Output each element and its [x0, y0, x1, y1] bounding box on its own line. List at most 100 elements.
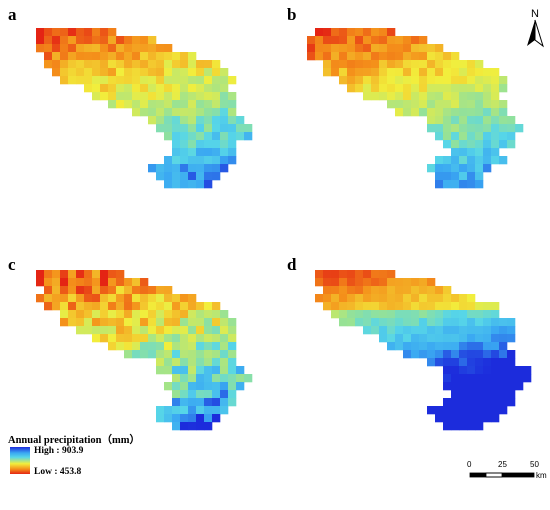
raster-cell [188, 366, 197, 375]
raster-cell [124, 52, 133, 61]
raster-cell [140, 100, 149, 109]
raster-cell [427, 406, 436, 415]
raster-cell [379, 52, 388, 61]
raster-cell [124, 350, 133, 359]
raster-cell [371, 84, 380, 93]
raster-cell [515, 382, 524, 391]
raster-cell [188, 84, 197, 93]
raster-cell [435, 302, 444, 311]
raster-cell [180, 68, 189, 77]
raster-cell [164, 156, 173, 165]
raster-cell [164, 124, 173, 133]
raster-cell [92, 334, 101, 343]
panel-label-c: c [8, 255, 16, 274]
raster-cell [204, 124, 213, 133]
raster-cell [451, 334, 460, 343]
raster-cell [355, 52, 364, 61]
raster-cell [124, 44, 133, 53]
raster-cell [172, 180, 181, 189]
raster-cell [451, 414, 460, 423]
raster-cell [108, 92, 117, 101]
raster-cell [411, 44, 420, 53]
raster-cell [491, 318, 500, 327]
raster-cell [68, 310, 77, 319]
raster-cell [499, 350, 508, 359]
raster-cell [443, 358, 452, 367]
raster-cell [395, 302, 404, 311]
raster-cell [164, 60, 173, 69]
raster-cell [220, 84, 229, 93]
raster-cell [220, 132, 229, 141]
raster-cell [188, 374, 197, 383]
raster-cell [228, 108, 237, 117]
raster-cell [459, 310, 468, 319]
raster-cell [379, 310, 388, 319]
raster-cell [467, 156, 476, 165]
raster-cell [148, 108, 157, 117]
raster-cell [44, 44, 53, 53]
raster-cell [92, 294, 101, 303]
raster-cell [116, 270, 125, 279]
raster-cell [212, 108, 221, 117]
raster-cell [76, 310, 85, 319]
raster-cell [172, 92, 181, 101]
raster-cell [427, 318, 436, 327]
raster-cell [236, 366, 245, 375]
precipitation-map-d [315, 270, 532, 431]
north-arrow: N [524, 6, 546, 48]
raster-cell [379, 334, 388, 343]
raster-cell [459, 60, 468, 69]
raster-cell [156, 76, 165, 85]
raster-cell [475, 326, 484, 335]
raster-cell [196, 422, 205, 431]
raster-cell [124, 342, 133, 351]
raster-cell [467, 358, 476, 367]
raster-cell [499, 100, 508, 109]
raster-cell [60, 318, 69, 327]
raster-cell [92, 326, 101, 335]
raster-cell [483, 132, 492, 141]
raster-cell [331, 52, 340, 61]
raster-cell [156, 326, 165, 335]
raster-cell [132, 60, 141, 69]
raster-cell [180, 156, 189, 165]
raster-cell [172, 422, 181, 431]
raster-cell [196, 92, 205, 101]
raster-cell [180, 406, 189, 415]
raster-cell [172, 124, 181, 133]
raster-cell [116, 76, 125, 85]
raster-cell [435, 294, 444, 303]
raster-cell [212, 342, 221, 351]
raster-cell [435, 92, 444, 101]
raster-cell [188, 60, 197, 69]
raster-cell [483, 358, 492, 367]
raster-cell [188, 140, 197, 149]
raster-cell [36, 44, 45, 53]
raster-cell [435, 52, 444, 61]
raster-cell [339, 76, 348, 85]
raster-cell [411, 84, 420, 93]
raster-cell [76, 278, 85, 287]
raster-cell [116, 294, 125, 303]
raster-cell [204, 68, 213, 77]
raster-cell [491, 358, 500, 367]
raster-cell [403, 36, 412, 45]
raster-cell [196, 68, 205, 77]
raster-cell [451, 84, 460, 93]
raster-cell [491, 92, 500, 101]
raster-cell [411, 108, 420, 117]
raster-cell [307, 44, 316, 53]
raster-cell [156, 406, 165, 415]
raster-cell [84, 28, 93, 37]
raster-cell [467, 350, 476, 359]
raster-cell [507, 116, 516, 125]
raster-cell [491, 140, 500, 149]
raster-cell [220, 116, 229, 125]
raster-cell [419, 350, 428, 359]
raster-cell [188, 406, 197, 415]
raster-cell [491, 108, 500, 117]
raster-cell [371, 36, 380, 45]
raster-cell [403, 108, 412, 117]
raster-cell [475, 366, 484, 375]
raster-cell [339, 302, 348, 311]
